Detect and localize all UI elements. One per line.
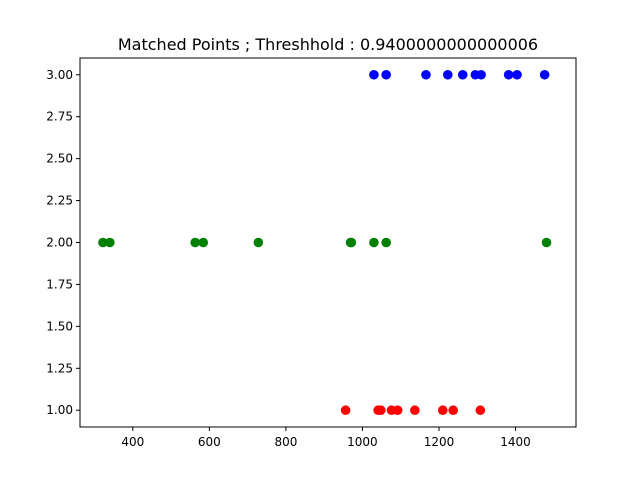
- x-tick-label: 1200: [424, 435, 455, 449]
- data-point-series-1: [376, 405, 386, 416]
- data-point-series-3: [512, 69, 522, 80]
- data-point-series-2: [190, 237, 200, 248]
- data-point-series-3: [457, 69, 468, 80]
- y-tick-label: 1.25: [46, 361, 73, 375]
- x-tick-label: 800: [274, 435, 297, 449]
- data-point-series-1: [438, 405, 448, 416]
- data-point-series-2: [198, 237, 209, 248]
- x-tick-label: 600: [198, 435, 221, 449]
- y-tick-label: 2.25: [46, 194, 73, 208]
- y-tick-label: 1.75: [46, 277, 73, 291]
- y-tick-label: 1.00: [46, 403, 73, 417]
- data-point-series-3: [503, 69, 514, 80]
- y-tick-label: 2.00: [46, 236, 73, 250]
- y-tick-label: 2.50: [46, 152, 73, 166]
- data-point-series-1: [475, 405, 486, 416]
- data-points: [98, 69, 552, 416]
- x-tick-label: 1400: [500, 435, 531, 449]
- data-point-series-3: [476, 69, 486, 80]
- y-tick-label: 3.00: [46, 68, 73, 82]
- data-point-series-1: [392, 405, 403, 416]
- data-point-series-2: [541, 237, 552, 248]
- y-tick-label: 2.75: [46, 110, 73, 124]
- data-point-series-3: [421, 69, 431, 80]
- data-point-series-1: [448, 405, 458, 416]
- data-point-series-1: [410, 405, 420, 416]
- axis-ticks: 400 600 800 1000 1200 1400 1.00 1.25 1.50 1.75 2.0…: [46, 68, 531, 449]
- data-point-series-2: [369, 237, 379, 248]
- x-tick-label: 400: [121, 435, 144, 449]
- data-point-series-3: [381, 69, 391, 80]
- chart-title: Matched Points ; Threshhold : 0.94000000…: [118, 35, 538, 54]
- data-point-series-3: [442, 69, 453, 80]
- x-tick-label: 1000: [347, 435, 378, 449]
- data-point-series-2: [381, 237, 391, 248]
- data-point-series-2: [98, 237, 108, 248]
- y-tick-label: 1.50: [46, 319, 73, 333]
- data-point-series-2: [346, 237, 357, 248]
- data-point-series-3: [369, 69, 379, 80]
- data-point-series-1: [340, 405, 351, 416]
- data-point-series-2: [253, 237, 264, 248]
- data-point-series-2: [105, 237, 115, 248]
- plot-area-frame: [79, 57, 577, 428]
- data-point-series-3: [539, 69, 550, 80]
